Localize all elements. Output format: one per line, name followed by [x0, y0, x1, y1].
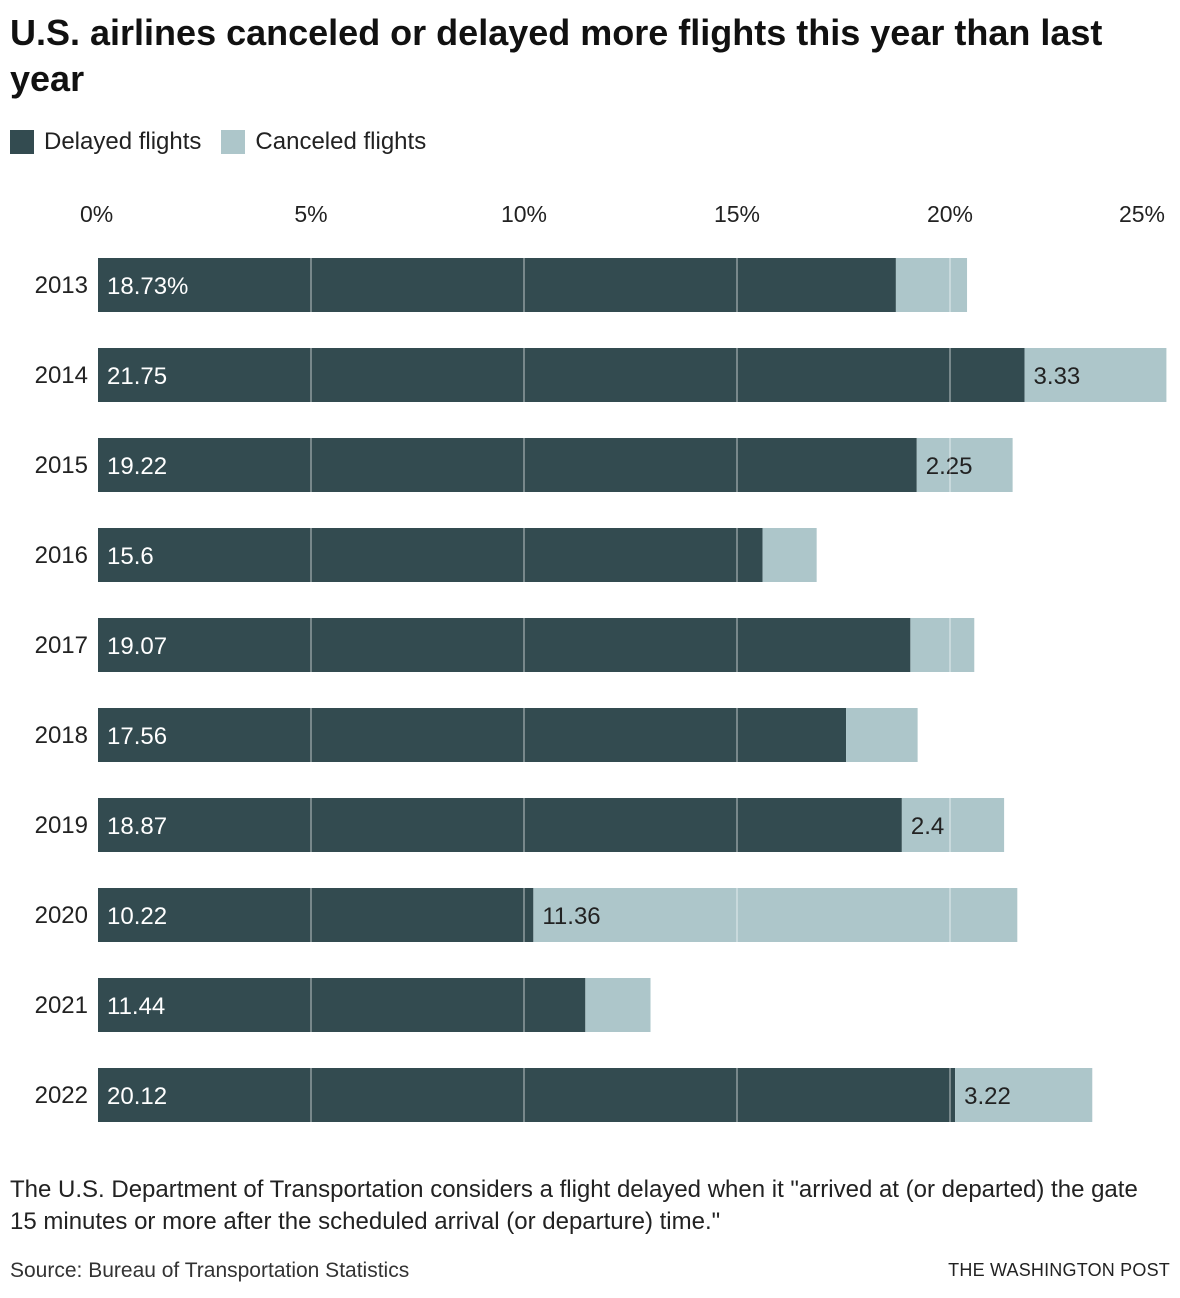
- data-label-canceled: 2.25: [926, 453, 973, 480]
- data-label-delayed: 20.12: [107, 1083, 167, 1110]
- data-label-delayed: 19.07: [107, 633, 167, 660]
- data-label-canceled: 3.22: [964, 1083, 1011, 1110]
- y-category-label: 2013: [35, 272, 88, 299]
- x-tick-label: 20%: [927, 201, 973, 227]
- bar-canceled: [895, 258, 968, 312]
- data-label-canceled: 3.33: [1034, 363, 1081, 390]
- y-category-label: 2018: [35, 722, 88, 749]
- y-category-label: 2020: [35, 902, 88, 929]
- bar-canceled: [846, 708, 918, 762]
- y-category-label: 2014: [35, 362, 88, 389]
- bar-delayed: [98, 1068, 956, 1122]
- x-tick-label: 5%: [294, 201, 327, 227]
- data-label-delayed: 11.44: [107, 993, 165, 1020]
- bar-delayed: [98, 348, 1025, 402]
- x-tick-label: 10%: [501, 201, 547, 227]
- bar-canceled: [585, 978, 651, 1032]
- bar-canceled: [916, 438, 1013, 492]
- footnote: The U.S. Department of Transportation co…: [10, 1176, 1138, 1235]
- legend-swatch-canceled: [221, 130, 246, 154]
- bar-delayed: [98, 438, 917, 492]
- data-label-delayed: 18.87: [107, 813, 167, 840]
- legend-item-canceled: Canceled flights: [221, 128, 426, 156]
- data-label-delayed: 15.6: [107, 543, 154, 570]
- legend-swatch-delayed: [10, 130, 34, 154]
- bar-delayed: [98, 618, 911, 672]
- y-category-label: 2022: [35, 1082, 88, 1109]
- bar-canceled: [533, 888, 1018, 942]
- x-tick-label: 15%: [714, 201, 760, 227]
- data-label-delayed: 10.22: [107, 903, 167, 930]
- bar-canceled: [762, 528, 817, 582]
- bar-delayed: [98, 258, 896, 312]
- y-category-label: 2019: [35, 812, 88, 839]
- bar-chart: 0% 5% 10% 15% 20% 25% 2013 18.73% 2014 21.75 3.33 2…: [35, 201, 1167, 1122]
- data-label-delayed: 18.73%: [107, 273, 188, 300]
- bar-delayed: [98, 528, 763, 582]
- x-tick-label: 0%: [80, 201, 113, 227]
- y-category-label: 2021: [35, 992, 88, 1019]
- legend-label-canceled: Canceled flights: [255, 128, 427, 155]
- bar-delayed: [98, 798, 902, 852]
- bar-delayed: [98, 978, 586, 1032]
- chart-title: U.S. airlines canceled or delayed more f…: [10, 12, 1103, 99]
- bar-delayed: [98, 708, 847, 762]
- source-credit: Source: Bureau of Transportation Statist…: [10, 1259, 410, 1282]
- bar-delayed: [98, 888, 534, 942]
- bar-canceled: [910, 618, 975, 672]
- legend-item-delayed: Delayed flights: [10, 128, 201, 156]
- y-category-label: 2015: [35, 452, 88, 479]
- legend-label-delayed: Delayed flights: [44, 128, 202, 155]
- x-tick-label: 25%: [1119, 201, 1165, 227]
- bar-canceled: [955, 1068, 1093, 1122]
- data-label-delayed: 21.75: [107, 363, 167, 390]
- bar-canceled: [1024, 348, 1167, 402]
- brand-logo: THE WASHINGTON POST: [948, 1260, 1170, 1280]
- bar-canceled: [901, 798, 1005, 852]
- data-label-canceled: 11.36: [542, 903, 600, 930]
- y-category-label: 2017: [35, 632, 88, 659]
- data-label-delayed: 19.22: [107, 453, 167, 480]
- data-label-canceled: 2.4: [911, 813, 944, 840]
- y-category-label: 2016: [35, 542, 88, 569]
- data-label-delayed: 17.56: [107, 723, 167, 750]
- legend: Delayed flights Canceled flights: [10, 128, 446, 156]
